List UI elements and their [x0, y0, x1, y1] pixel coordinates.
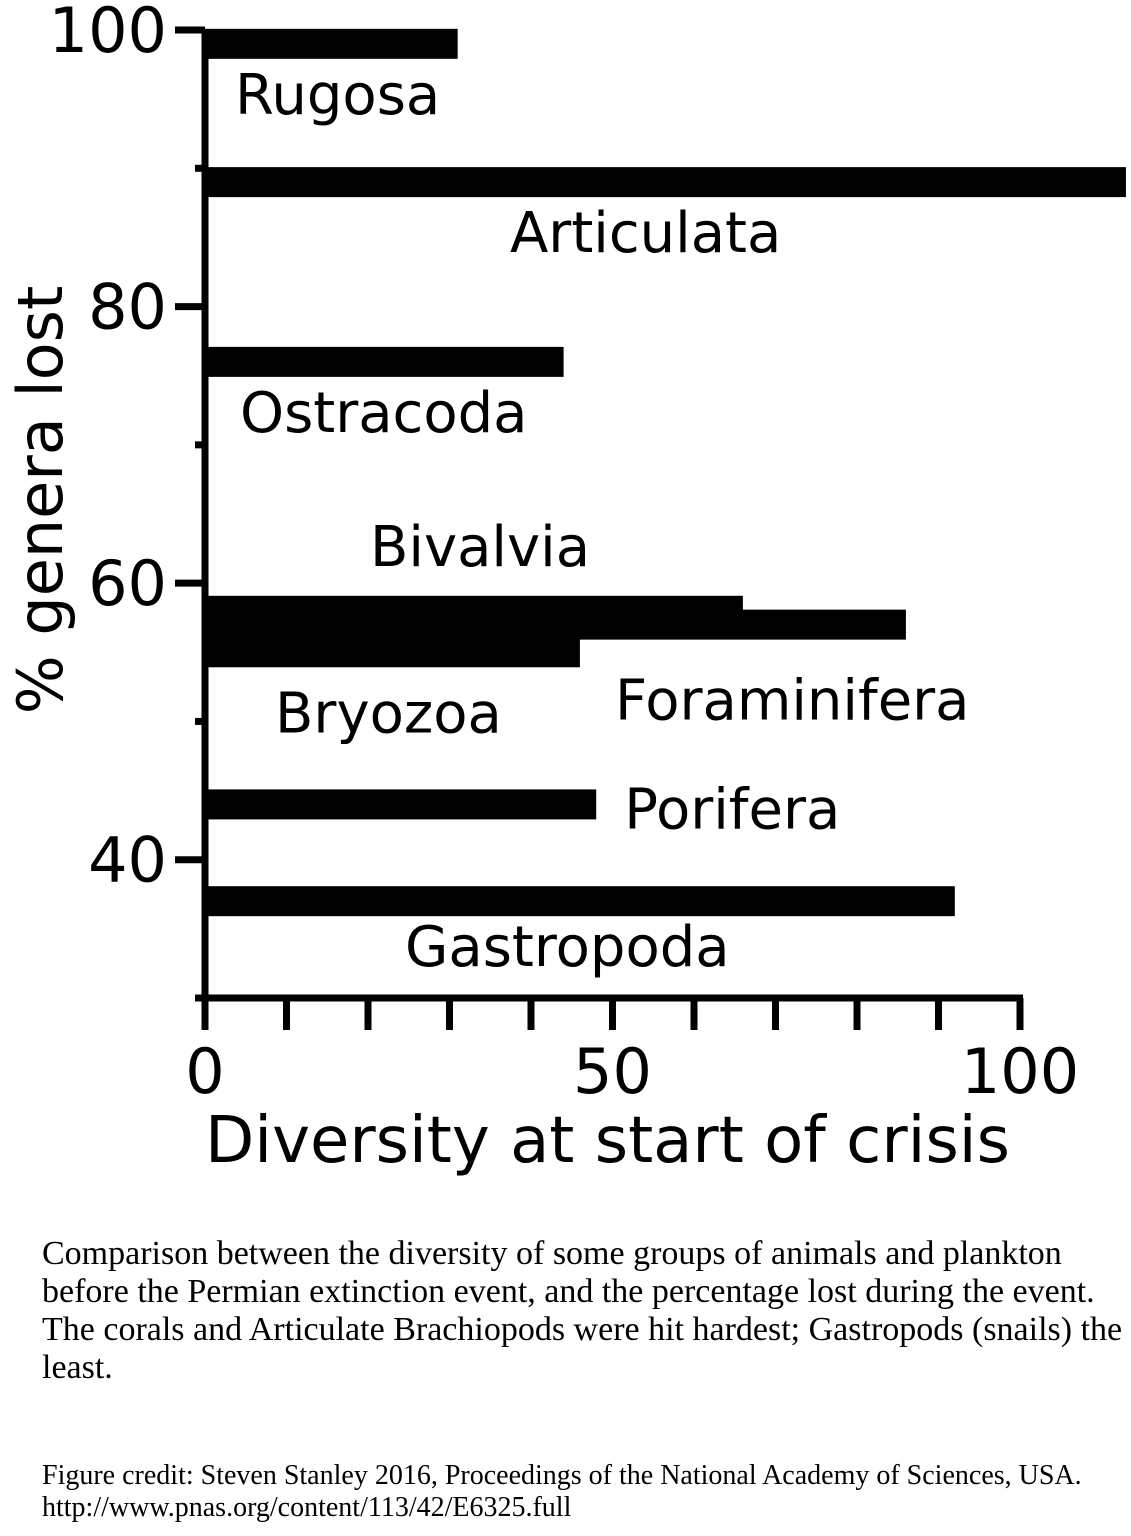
- bar-foraminifera: [205, 609, 906, 640]
- bar-porifera: [205, 789, 597, 820]
- y-tick-label: 80: [88, 271, 167, 344]
- bar-rugosa: [205, 28, 458, 59]
- y-axis-label: % genera lost: [4, 286, 77, 715]
- figure-credit: Figure credit: Steven Stanley 2016, Proc…: [42, 1460, 1082, 1523]
- bar-label-articulata: Articulata: [510, 201, 781, 266]
- y-tick-label: 40: [88, 824, 167, 897]
- bar-articulata: [205, 167, 1126, 198]
- y-tick-label: 60: [88, 547, 167, 620]
- bar-label-rugosa: Rugosa: [235, 63, 440, 128]
- bar-chart: 0 50 100 40 60 80 100 Rugosa Articulata Ostracod…: [4, 0, 1126, 1178]
- bar-bryozoa: [205, 637, 580, 668]
- bar-label-bivalvia: Bivalvia: [370, 515, 590, 580]
- bar-ostracoda: [205, 346, 564, 377]
- bar-label-gastropoda: Gastropoda: [405, 915, 730, 980]
- ticks-group: 0 50 100 40 60 80 100: [49, 0, 1080, 1108]
- bars-group: [205, 28, 1126, 917]
- bar-label-bryozoa: Bryozoa: [275, 681, 502, 746]
- x-tick-label: 50: [573, 1035, 652, 1108]
- bar-labels-group: Rugosa Articulata Ostracoda Bivalvia Foramin…: [235, 63, 969, 980]
- bar-label-foraminifera: Foraminifera: [615, 669, 969, 734]
- x-axis-label: Diversity at start of crisis: [205, 1104, 1010, 1178]
- x-tick-label: 100: [961, 1035, 1079, 1108]
- x-tick-label: 0: [185, 1035, 224, 1108]
- figure-caption: Comparison between the diversity of some…: [42, 1235, 1123, 1386]
- bar-label-ostracoda: Ostracoda: [240, 381, 527, 446]
- bar-gastropoda: [205, 886, 955, 917]
- bar-label-porifera: Porifera: [624, 777, 840, 842]
- y-tick-label: 100: [49, 0, 167, 67]
